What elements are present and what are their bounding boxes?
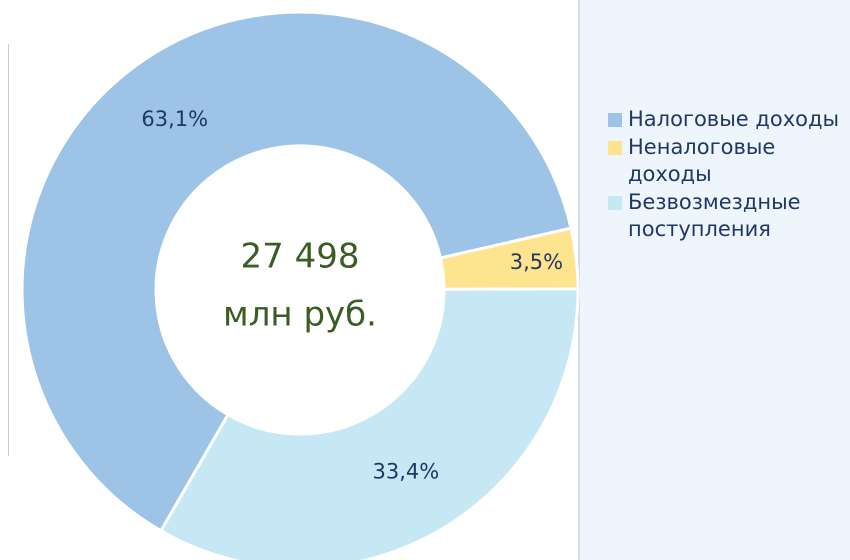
- frame-line: [8, 44, 9, 456]
- legend-panel: [578, 0, 850, 560]
- legend-swatch: [608, 196, 622, 210]
- data-label: 33,4%: [373, 460, 440, 484]
- center-label: млн руб.: [223, 295, 377, 335]
- legend-item: Неналоговые доходы: [606, 134, 846, 188]
- legend-label: Неналоговые доходы: [628, 135, 776, 186]
- center-label: 27 498: [241, 237, 360, 277]
- legend-label: Безвозмездные поступления: [628, 190, 801, 241]
- legend-item: Налоговые доходы: [606, 106, 846, 133]
- legend-item: Безвозмездные поступления: [606, 189, 846, 243]
- data-label: 3,5%: [510, 250, 563, 274]
- legend-swatch: [608, 141, 622, 155]
- chart: 63,1% 3,5% 33,4% 27 498 млн руб.: [20, 10, 580, 560]
- donut-slice: [20, 10, 573, 533]
- legend: Налоговые доходы Неналоговые доходы Безвоз…: [606, 106, 846, 244]
- legend-label: Налоговые доходы: [628, 107, 840, 131]
- data-label: 63,1%: [141, 107, 208, 131]
- donut-slice: [158, 287, 580, 560]
- legend-swatch: [608, 113, 622, 127]
